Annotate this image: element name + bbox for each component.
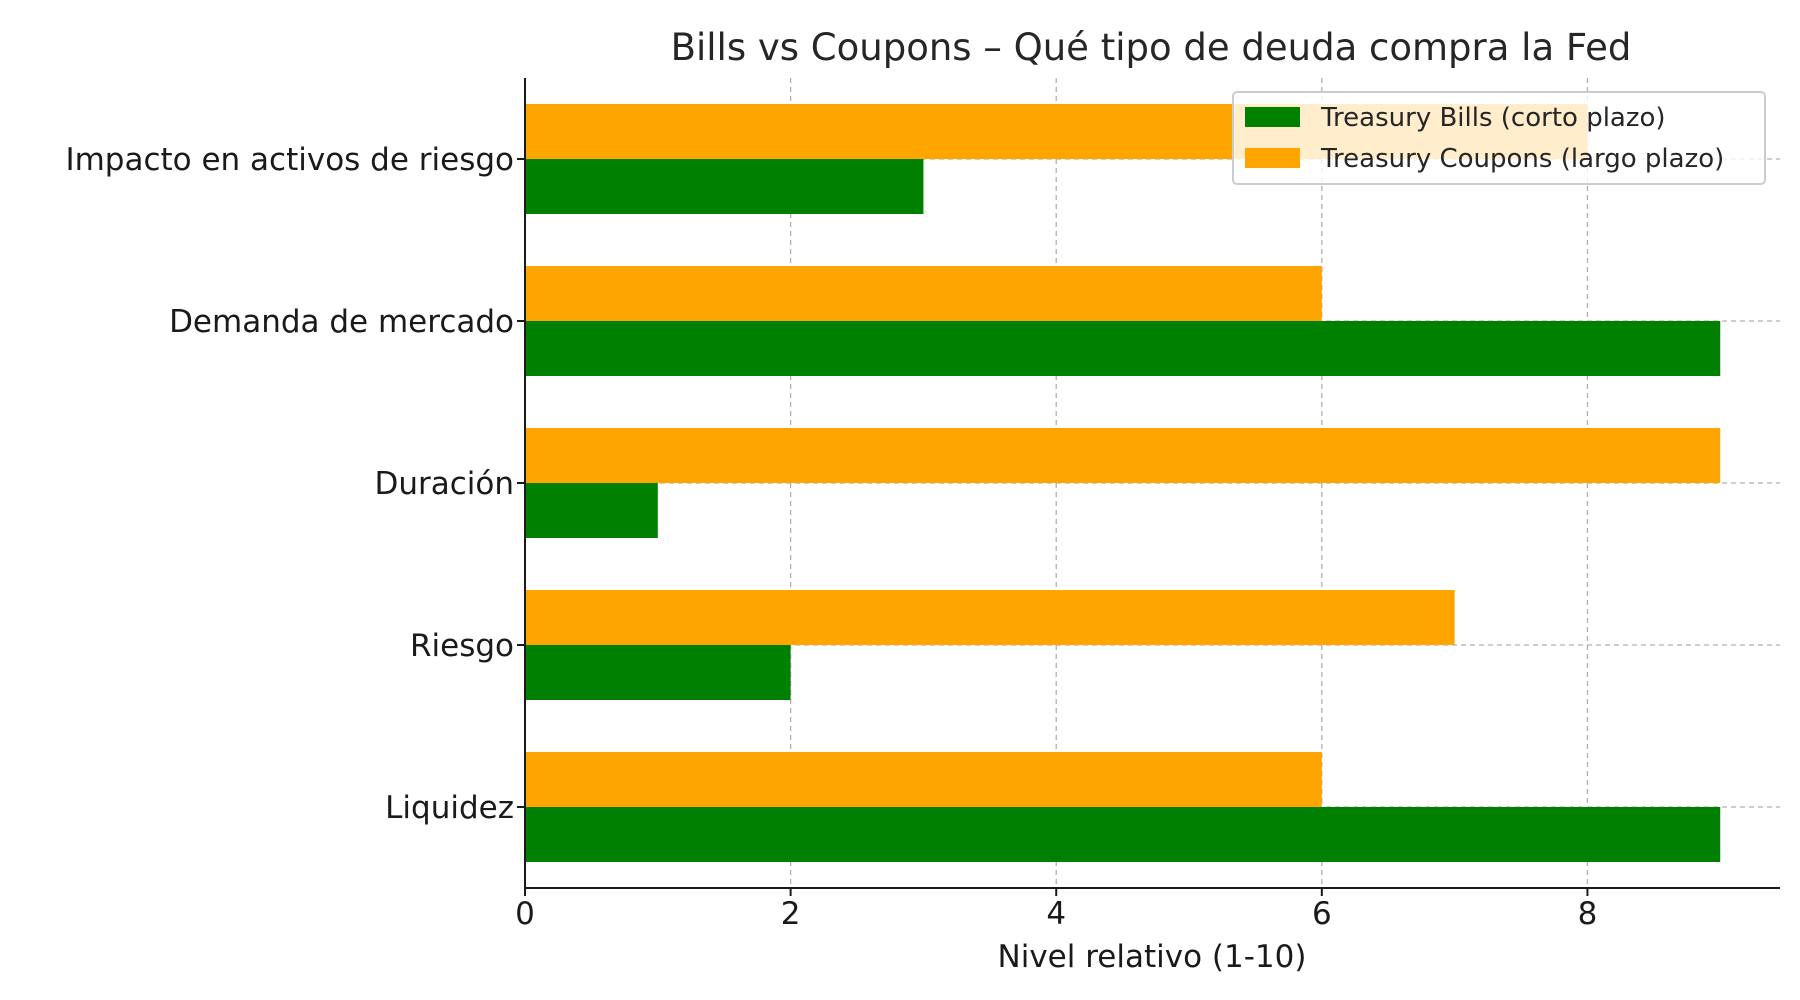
bar-coupons bbox=[525, 590, 1455, 645]
x-tick-label: 2 bbox=[781, 896, 801, 932]
x-tick-label: 8 bbox=[1578, 896, 1598, 932]
y-tick-label: Demanda de mercado bbox=[169, 304, 514, 340]
bar-bills bbox=[525, 483, 658, 538]
ticks-layer: 0 2 4 6 8 Liquidez Riesgo Duración Demanda de me… bbox=[65, 142, 1597, 932]
bar-bills bbox=[525, 807, 1721, 862]
chart-title: Bills vs Coupons – Qué tipo de deuda com… bbox=[671, 26, 1632, 69]
x-tick-label: 4 bbox=[1046, 896, 1066, 932]
bar-bills bbox=[525, 645, 791, 700]
legend: Treasury Bills (corto plazo) Treasury Co… bbox=[1232, 91, 1766, 185]
bars-layer bbox=[525, 104, 1721, 862]
bar-coupons bbox=[525, 428, 1721, 483]
x-tick-label: 6 bbox=[1312, 896, 1332, 932]
y-tick-label: Liquidez bbox=[385, 790, 514, 826]
y-tick-label: Impacto en activos de riesgo bbox=[65, 142, 514, 178]
legend-label-coupons: Treasury Coupons (largo plazo) bbox=[1320, 144, 1724, 174]
x-axis-label: Nivel relativo (1-10) bbox=[998, 939, 1307, 975]
legend-swatch-coupons bbox=[1245, 148, 1300, 168]
y-tick-label: Duración bbox=[374, 466, 514, 502]
legend-label-bills: Treasury Bills (corto plazo) bbox=[1320, 103, 1666, 133]
x-tick-label: 0 bbox=[515, 896, 535, 932]
legend-swatch-bills bbox=[1245, 107, 1300, 127]
bar-bills bbox=[525, 321, 1721, 376]
y-tick-label: Riesgo bbox=[410, 628, 514, 664]
bar-bills bbox=[525, 159, 924, 214]
bar-coupons bbox=[525, 752, 1322, 807]
bar-coupons bbox=[525, 266, 1322, 321]
legend-box bbox=[1232, 91, 1766, 185]
